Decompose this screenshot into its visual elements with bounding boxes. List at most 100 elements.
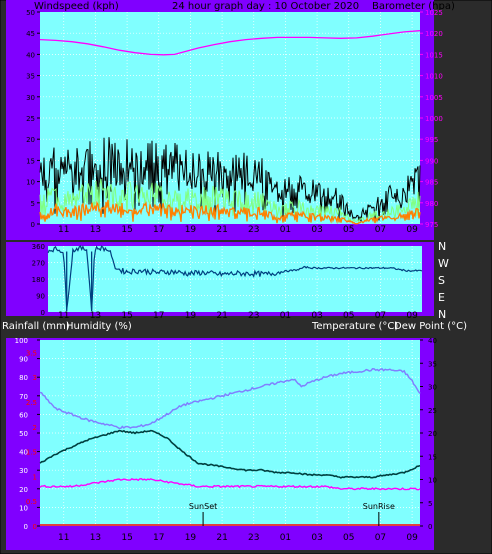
- sun-marker-label: SunSet: [189, 502, 217, 511]
- x-tick-label: 17: [153, 225, 164, 235]
- humidity-y-tick-label: 50: [19, 430, 28, 438]
- direction-series: [47, 245, 423, 312]
- direction-grid: [48, 246, 422, 312]
- barometer-y-tick-label: 1000: [425, 115, 443, 123]
- wind-y-tick-label: 35: [26, 73, 35, 81]
- x-tick-label: 17: [153, 533, 164, 543]
- barometer-y-tick-label: 1015: [425, 51, 443, 59]
- wind-gust-line: [39, 137, 421, 222]
- wind-axes: 0510152025303540455097598098599099510001…: [26, 9, 443, 229]
- rainfall-y-tick-label: 1: [33, 473, 37, 481]
- x-tick-label: 05: [343, 225, 354, 235]
- dewpoint-axis-label: Dew Point (°C): [394, 321, 467, 332]
- rainfall-y-tick-label: 2: [33, 424, 37, 432]
- x-tick-label: 23: [248, 311, 259, 321]
- rainfall-axis-label: Rainfall (mm): [2, 321, 70, 332]
- windspeed-axis-label: Windspeed (kph): [34, 1, 119, 12]
- x-tick-label: 05: [343, 311, 354, 321]
- temperature-y-tick-label: 40: [428, 337, 437, 345]
- wind-y-tick-label: 45: [26, 30, 35, 38]
- wind-y-tick-label: 15: [26, 157, 35, 165]
- barometer-y-tick-label: 1020: [425, 30, 443, 38]
- x-tick-label: 11: [58, 225, 69, 235]
- x-tick-label: 03: [311, 311, 322, 321]
- rainfall-y-tick-label: 3.5: [26, 349, 37, 357]
- temperature-y-tick-label: 15: [428, 453, 437, 461]
- barometer-line: [39, 30, 421, 56]
- barometer-y-tick-label: 985: [425, 179, 438, 187]
- wind-y-tick-label: 50: [26, 9, 35, 17]
- temp-grid: [40, 340, 420, 526]
- humidity-axis-label: Humidity (%): [66, 321, 132, 332]
- humidity-line: [39, 367, 421, 430]
- direction-y-tick-label: 270: [32, 260, 45, 268]
- graph-title: 24 hour graph day : 10 October 2020: [172, 1, 359, 12]
- x-tick-label: 21: [216, 311, 227, 321]
- humidity-y-tick-label: 90: [19, 356, 28, 364]
- direction-y-tick-label: 0: [41, 309, 45, 317]
- barometer-y-tick-label: 990: [425, 157, 438, 165]
- humidity-y-tick-label: 60: [19, 411, 28, 419]
- x-tick-label: 19: [185, 311, 197, 321]
- x-tick-label: 13: [90, 533, 101, 543]
- compass-label: S: [438, 274, 445, 287]
- rainfall-y-tick-label: 1.5: [26, 449, 37, 457]
- x-tick-label: 11: [58, 311, 69, 321]
- barometer-y-tick-label: 1025: [425, 9, 443, 17]
- wind-y-tick-label: 25: [26, 115, 35, 123]
- wind-y-tick-label: 30: [26, 94, 35, 102]
- temperature-y-tick-label: 25: [428, 407, 437, 415]
- x-tick-label: 21: [216, 225, 227, 235]
- x-tick-label: 13: [90, 225, 101, 235]
- wind-y-tick-label: 20: [26, 136, 35, 144]
- x-tick-label: 17: [153, 311, 164, 321]
- humidity-y-tick-label: 80: [19, 374, 28, 382]
- compass-label: N: [438, 240, 446, 253]
- temperature-y-tick-label: 10: [428, 477, 437, 485]
- x-tick-label: 03: [311, 533, 322, 543]
- rainfall-y-tick-label: 2.5: [26, 399, 37, 407]
- x-tick-label: 09: [406, 225, 418, 235]
- x-tick-labels: 11 11 11 13 13 13 15 15 15 17 17 17 19 19 19 21 21 21 23 23…: [58, 225, 418, 543]
- wind-y-tick-label: 5: [31, 200, 35, 208]
- temperature-y-tick-label: 5: [428, 500, 432, 508]
- humidity-y-tick-label: 20: [19, 486, 28, 494]
- x-tick-label: 23: [248, 533, 259, 543]
- wind-direction-line: [47, 245, 423, 311]
- humidity-y-tick-label: 40: [19, 449, 28, 457]
- wind-average-line: [39, 178, 421, 225]
- sun-marker-label: SunRise: [363, 502, 395, 511]
- x-tick-label: 03: [311, 225, 322, 235]
- humidity-y-tick-label: 70: [19, 393, 28, 401]
- x-tick-label: 07: [375, 311, 386, 321]
- humidity-y-tick-label: 0: [24, 523, 28, 531]
- x-tick-label: 19: [185, 533, 197, 543]
- x-tick-label: 19: [185, 225, 197, 235]
- x-tick-label: 11: [58, 533, 69, 543]
- x-tick-label: 09: [406, 311, 418, 321]
- wind-y-tick-label: 40: [26, 51, 35, 59]
- x-tick-label: 21: [216, 533, 227, 543]
- barometer-y-tick-label: 995: [425, 136, 438, 144]
- compass-label: W: [438, 257, 449, 270]
- humidity-y-tick-label: 30: [19, 467, 28, 475]
- direction-y-tick-label: 90: [36, 293, 45, 301]
- x-tick-label: 01: [280, 225, 291, 235]
- x-tick-label: 01: [280, 533, 291, 543]
- wind-series: [39, 30, 421, 225]
- barometer-axis-label: Barometer (hpa): [372, 1, 455, 12]
- x-tick-label: 07: [375, 225, 386, 235]
- humidity-y-tick-label: 100: [15, 337, 28, 345]
- rainfall-y-tick-label: 0.5: [26, 498, 37, 506]
- rainfall-y-tick-label: 0: [33, 523, 37, 531]
- temperature-y-tick-label: 20: [428, 430, 437, 438]
- barometer-y-tick-label: 975: [425, 221, 438, 229]
- humidity-y-tick-label: 10: [19, 504, 28, 512]
- x-tick-label: 01: [280, 311, 291, 321]
- sun-annotations: SunSet SunRise: [189, 502, 395, 526]
- wind-y-tick-label: 0: [31, 221, 35, 229]
- direction-y-tick-label: 360: [32, 243, 45, 251]
- temperature-y-tick-label: 0: [428, 523, 432, 531]
